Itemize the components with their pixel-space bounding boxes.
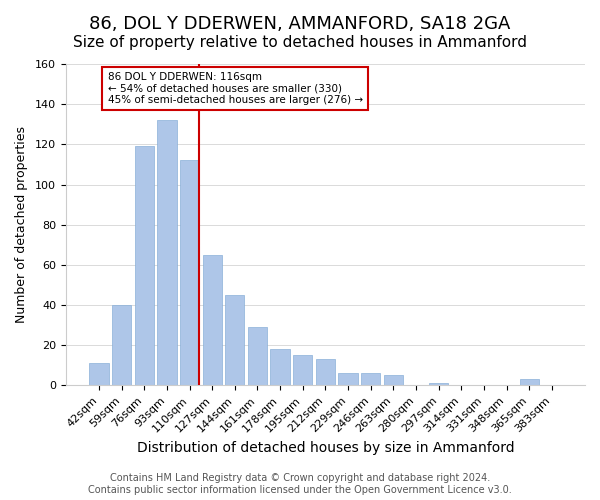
- Bar: [361, 374, 380, 386]
- Bar: [429, 384, 448, 386]
- Y-axis label: Number of detached properties: Number of detached properties: [15, 126, 28, 323]
- Bar: [338, 374, 358, 386]
- Text: Contains HM Land Registry data © Crown copyright and database right 2024.
Contai: Contains HM Land Registry data © Crown c…: [88, 474, 512, 495]
- Text: 86, DOL Y DDERWEN, AMMANFORD, SA18 2GA: 86, DOL Y DDERWEN, AMMANFORD, SA18 2GA: [89, 15, 511, 33]
- Bar: [89, 364, 109, 386]
- Bar: [112, 305, 131, 386]
- Bar: [157, 120, 176, 386]
- Bar: [316, 359, 335, 386]
- Bar: [520, 380, 539, 386]
- Text: Size of property relative to detached houses in Ammanford: Size of property relative to detached ho…: [73, 35, 527, 50]
- Text: 86 DOL Y DDERWEN: 116sqm
← 54% of detached houses are smaller (330)
45% of semi-: 86 DOL Y DDERWEN: 116sqm ← 54% of detach…: [107, 72, 363, 105]
- Bar: [134, 146, 154, 386]
- Bar: [271, 349, 290, 386]
- Bar: [203, 255, 222, 386]
- Bar: [293, 355, 313, 386]
- Bar: [180, 160, 199, 386]
- X-axis label: Distribution of detached houses by size in Ammanford: Distribution of detached houses by size …: [137, 441, 514, 455]
- Bar: [383, 376, 403, 386]
- Bar: [248, 327, 267, 386]
- Bar: [225, 295, 244, 386]
